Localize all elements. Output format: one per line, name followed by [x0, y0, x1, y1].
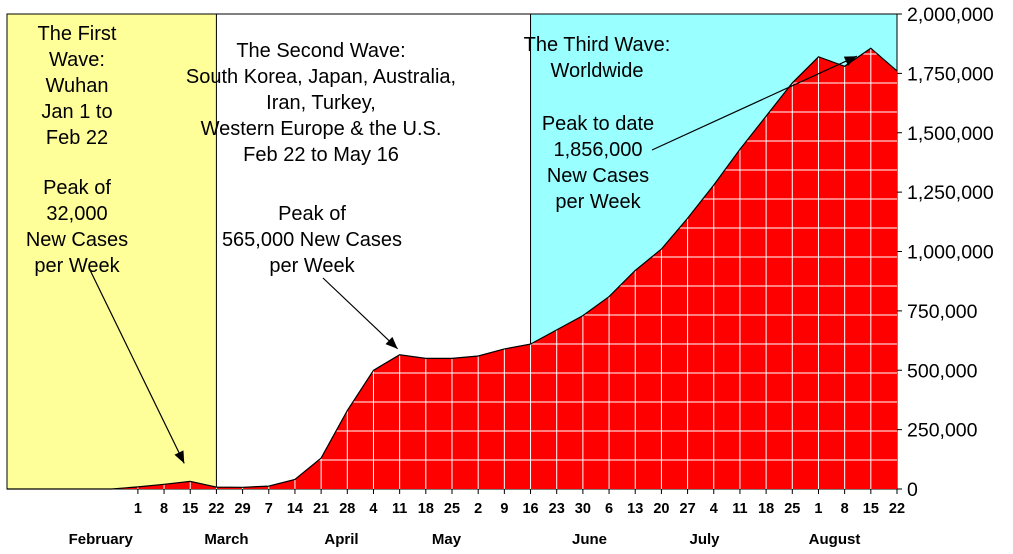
x-tick-label: 25 — [444, 501, 460, 517]
month-label: May — [432, 531, 462, 548]
wave3-annotation: Worldwide — [551, 60, 644, 82]
wave1-annotation: The First — [38, 23, 117, 45]
x-tick-label: 4 — [710, 501, 718, 517]
wave2-annotation: Western Europe & the U.S. — [201, 118, 442, 140]
y-tick-label: 1,250,000 — [907, 182, 994, 204]
x-tick-label: 30 — [575, 501, 591, 517]
wave1-annotation: Wuhan — [45, 75, 108, 97]
month-label: April — [324, 531, 358, 548]
x-tick-label: 28 — [339, 501, 355, 517]
wave1-peak-annotation: per Week — [34, 255, 120, 277]
new-cases-area — [7, 48, 897, 489]
x-tick-label: 1 — [814, 501, 822, 517]
wave3-peak-annotation: 1,856,000 — [554, 139, 643, 161]
wave1-peak-annotation: 32,000 — [46, 203, 107, 225]
arrow-wave3-peak-head — [843, 56, 857, 66]
x-tick-label: 6 — [605, 501, 613, 517]
y-tick-label: 0 — [907, 479, 918, 501]
arrow-wave1-peak-head — [174, 450, 185, 464]
x-tick-label: 8 — [841, 501, 849, 517]
x-tick-label: 16 — [522, 501, 538, 517]
x-tick-label: 15 — [182, 501, 198, 517]
wave3-peak-annotation: New Cases — [547, 165, 649, 187]
month-label: March — [204, 531, 248, 548]
y-axis-ticks: 0 250,000 500,000 750,000 1,000,000 1,250,000… — [897, 4, 994, 501]
wave2-annotation: Feb 22 to May 16 — [243, 144, 399, 166]
x-tick-label: 13 — [627, 501, 643, 517]
wave1-annotation: Jan 1 to — [41, 101, 112, 123]
arrow-wave1-peak — [89, 269, 185, 464]
wave2-annotation: Iran, Turkey, — [266, 92, 376, 114]
x-tick-label: 15 — [863, 501, 879, 517]
x-tick-label: 27 — [680, 501, 696, 517]
wave-band-1 — [7, 14, 217, 489]
wave1-peak-annotation: Peak of — [43, 177, 111, 199]
y-tick-label: 1,000,000 — [907, 242, 994, 264]
x-tick-label: 9 — [500, 501, 508, 517]
annotations: The First Wave: Wuhan Jan 1 to Feb 22 Peak of… — [26, 23, 670, 277]
wave2-peak-annotation: per Week — [269, 255, 355, 277]
x-tick-label: 8 — [160, 501, 168, 517]
month-label: June — [572, 531, 607, 548]
wave1-annotation: Feb 22 — [46, 127, 108, 149]
x-tick-label: 2 — [474, 501, 482, 517]
y-tick-label: 500,000 — [907, 360, 978, 382]
y-tick-label: 2,000,000 — [907, 4, 994, 26]
new-cases-line — [7, 47, 898, 490]
wave3-annotation: The Third Wave: — [524, 34, 671, 56]
x-tick-label: 7 — [265, 501, 273, 517]
x-tick-label: 11 — [732, 501, 747, 517]
x-tick-label: 11 — [392, 501, 407, 517]
x-tick-label: 14 — [287, 501, 303, 517]
x-tick-label: 18 — [418, 501, 434, 517]
wave1-annotation: Wave: — [49, 49, 105, 71]
x-tick-label: 29 — [235, 501, 251, 517]
wave2-peak-annotation: Peak of — [278, 203, 346, 225]
month-label: July — [689, 531, 720, 548]
x-axis-ticks: 1 8 15 22 29 7 14 21 28 4 11 18 25 2 9 16 23 30 6 13 20 27 4 11… — [134, 489, 905, 517]
x-tick-label: 18 — [758, 501, 774, 517]
month-label: February — [69, 531, 134, 548]
x-tick-label: 22 — [208, 501, 224, 517]
wave2-peak-annotation: 565,000 New Cases — [222, 229, 402, 251]
wave3-peak-annotation: per Week — [555, 191, 641, 213]
y-tick-label: 750,000 — [907, 301, 978, 323]
x-tick-label: 20 — [653, 501, 669, 517]
wave2-annotation: The Second Wave: — [236, 40, 405, 62]
x-tick-label: 4 — [369, 501, 377, 517]
arrow-wave3-peak — [651, 55, 858, 151]
x-tick-label: 23 — [549, 501, 565, 517]
x-tick-label: 21 — [313, 501, 329, 517]
month-labels: February March April May June July August — [69, 531, 861, 548]
wave2-annotation: South Korea, Japan, Australia, — [186, 66, 456, 88]
arrow-wave2-peak — [322, 277, 399, 350]
y-tick-label: 1,750,000 — [907, 63, 994, 85]
wave1-peak-annotation: New Cases — [26, 229, 128, 251]
y-tick-label: 250,000 — [907, 420, 978, 442]
wave3-peak-annotation: Peak to date — [542, 113, 654, 135]
month-label: August — [809, 531, 861, 548]
x-tick-label: 25 — [784, 501, 800, 517]
annotation-arrows — [89, 55, 858, 464]
x-tick-label: 1 — [134, 501, 142, 517]
x-tick-label: 22 — [889, 501, 905, 517]
arrow-wave2-peak-head — [385, 336, 398, 349]
y-tick-label: 1,500,000 — [907, 123, 994, 145]
